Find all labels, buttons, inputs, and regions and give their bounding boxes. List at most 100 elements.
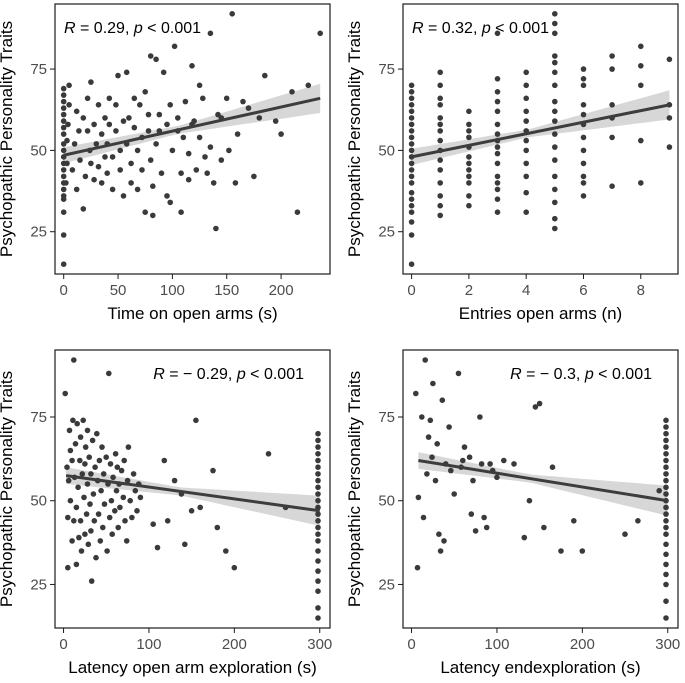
data-point	[114, 464, 121, 471]
data-point	[97, 538, 104, 544]
correlation-annotation: R = − 0.29, p < 0.001	[153, 366, 304, 383]
data-point	[455, 370, 462, 377]
data-point	[315, 464, 321, 471]
data-point	[663, 451, 669, 457]
data-point	[134, 508, 140, 514]
data-point	[466, 108, 472, 115]
data-point	[69, 457, 75, 464]
x-tick-label: 300	[655, 636, 680, 653]
data-point	[94, 430, 100, 437]
y-axis-label: Psychopathic Personality Traits	[345, 21, 364, 257]
data-point	[494, 131, 501, 137]
data-point	[494, 89, 501, 95]
data-point	[67, 497, 74, 504]
data-point	[580, 102, 587, 108]
data-point	[408, 167, 415, 173]
data-point	[121, 457, 127, 464]
data-point	[526, 497, 533, 504]
data-point	[638, 180, 644, 186]
data-point	[60, 232, 67, 238]
annotation-part: = − 0.3,	[522, 366, 585, 383]
data-point	[154, 544, 161, 551]
annotation-part: < 0.001	[594, 366, 652, 383]
data-point	[66, 102, 72, 108]
data-point	[93, 141, 100, 147]
data-point	[188, 508, 195, 514]
data-point	[315, 568, 321, 574]
data-point	[164, 193, 170, 199]
data-point	[102, 154, 108, 160]
data-point	[663, 504, 669, 511]
data-point	[150, 521, 156, 527]
data-point	[494, 173, 501, 180]
data-point	[80, 206, 87, 212]
data-point	[81, 494, 87, 501]
data-point	[115, 524, 121, 531]
data-point	[71, 357, 77, 363]
data-point	[72, 441, 79, 447]
data-point	[315, 457, 321, 464]
data-point	[315, 558, 321, 564]
data-point	[65, 477, 72, 484]
data-point	[656, 487, 662, 494]
data-point	[117, 147, 123, 154]
data-point	[139, 167, 145, 173]
data-point	[663, 598, 669, 604]
data-point	[523, 82, 529, 89]
data-point	[76, 128, 82, 134]
data-point	[66, 427, 73, 434]
data-point	[408, 82, 415, 89]
data-point	[315, 588, 321, 594]
data-point	[408, 261, 415, 268]
data-point	[466, 154, 472, 160]
data-point	[523, 189, 529, 196]
data-point	[120, 494, 127, 501]
data-point	[663, 424, 669, 430]
data-point	[77, 457, 83, 464]
data-point	[317, 30, 324, 37]
data-point	[609, 102, 615, 108]
data-point	[77, 434, 84, 440]
data-point	[408, 134, 415, 141]
data-point	[213, 225, 219, 232]
data-point	[137, 494, 144, 501]
data-point	[437, 548, 444, 554]
y-tick-label: 75	[30, 409, 47, 426]
data-point	[315, 430, 321, 437]
data-point	[494, 209, 501, 215]
data-point	[113, 102, 119, 108]
annotation-part: R	[64, 20, 76, 37]
data-point	[117, 504, 123, 511]
data-point	[315, 615, 321, 621]
data-point	[95, 511, 102, 517]
data-point	[156, 111, 163, 118]
data-point	[88, 578, 95, 584]
data-point	[251, 173, 257, 180]
data-point	[663, 491, 669, 497]
data-point	[75, 484, 81, 491]
data-point	[523, 209, 529, 215]
data-point	[494, 150, 501, 157]
data-point	[408, 232, 415, 238]
data-point	[60, 131, 67, 137]
data-point	[65, 121, 71, 128]
annotation-part: R	[510, 366, 522, 383]
data-point	[638, 63, 644, 69]
regression-line	[65, 474, 320, 513]
correlation-annotation: R = − 0.3, p < 0.001	[510, 366, 652, 383]
data-point	[408, 209, 415, 215]
data-point	[129, 514, 135, 521]
x-tick-label: 0	[407, 282, 415, 299]
plot-frame	[54, 349, 331, 629]
y-tick-label: 50	[378, 142, 395, 159]
data-point	[83, 511, 90, 517]
data-point	[204, 170, 210, 176]
data-point	[113, 487, 120, 494]
data-point	[60, 193, 67, 199]
data-point	[466, 167, 472, 173]
data-point	[494, 180, 501, 186]
data-point	[95, 163, 102, 170]
y-tick-label: 25	[378, 224, 395, 241]
data-point	[552, 82, 558, 89]
data-point	[229, 11, 235, 17]
